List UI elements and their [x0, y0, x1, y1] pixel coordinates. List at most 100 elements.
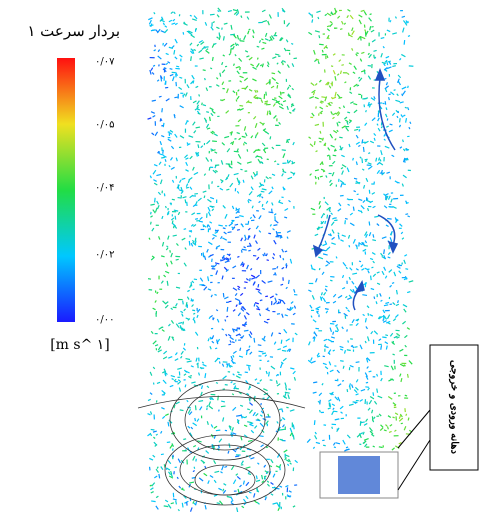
vector — [282, 350, 286, 351]
vector — [404, 426, 406, 430]
vector — [353, 239, 355, 243]
vector — [326, 261, 330, 264]
vector — [399, 271, 401, 274]
vector — [307, 439, 310, 443]
vector — [171, 320, 173, 323]
vector — [183, 439, 186, 440]
vector — [276, 380, 277, 383]
vector — [320, 131, 321, 134]
vector — [242, 249, 247, 250]
vector — [268, 21, 270, 25]
vector — [206, 451, 209, 454]
vector — [319, 201, 320, 204]
vector — [268, 281, 273, 282]
vector — [333, 70, 335, 74]
vector — [400, 102, 404, 103]
vector — [183, 94, 185, 96]
vector — [283, 258, 284, 260]
vector — [391, 366, 393, 370]
vector — [148, 118, 152, 119]
vector — [273, 474, 275, 478]
vector — [373, 261, 375, 263]
vector — [272, 78, 276, 81]
vector — [251, 430, 254, 433]
vector — [166, 63, 168, 64]
vector — [203, 191, 207, 192]
vector — [284, 48, 286, 51]
vector — [318, 257, 323, 259]
vector — [310, 305, 312, 308]
vector — [196, 201, 198, 205]
vector — [166, 99, 170, 101]
vector — [405, 395, 407, 396]
vector — [332, 161, 335, 164]
vector — [311, 83, 315, 86]
vector — [191, 427, 193, 429]
vector — [153, 431, 157, 432]
vector — [165, 206, 166, 208]
vector — [196, 127, 200, 128]
vector — [371, 331, 373, 334]
vector — [180, 311, 182, 312]
vector — [250, 278, 251, 281]
vector — [360, 59, 361, 62]
vector — [235, 224, 238, 225]
vector — [381, 126, 382, 128]
vector — [256, 275, 260, 278]
vector — [216, 248, 218, 249]
vector — [370, 396, 374, 398]
vector — [330, 183, 333, 186]
vector — [274, 214, 276, 215]
vector — [264, 103, 267, 104]
vector — [249, 191, 252, 195]
vector — [249, 366, 250, 370]
vector — [247, 102, 251, 103]
vector — [271, 332, 272, 336]
vector — [191, 56, 192, 61]
vector — [358, 145, 360, 146]
vector — [199, 478, 203, 481]
vector — [235, 43, 236, 46]
vector — [332, 411, 334, 415]
vector — [256, 226, 258, 229]
vector — [380, 159, 381, 161]
vector — [397, 94, 399, 96]
vector — [281, 363, 283, 368]
vector — [221, 236, 223, 239]
vector — [356, 379, 358, 382]
vector — [153, 116, 156, 118]
vector — [171, 503, 174, 504]
vector — [151, 492, 154, 493]
vector — [321, 292, 322, 295]
vector — [281, 104, 283, 106]
vector — [325, 265, 328, 267]
vector — [341, 183, 342, 187]
figure-canvas: بردار سرعت ۱ ۰/۰۷ ۰/۰۵ ۰/۰۴ ۰/۰۲ ۰/۰۰ [m… — [0, 0, 481, 512]
vector — [236, 13, 238, 16]
vector — [248, 473, 251, 474]
vector — [222, 276, 223, 280]
vector — [214, 480, 216, 483]
vector — [315, 333, 317, 337]
vector — [352, 345, 354, 348]
vector — [190, 195, 193, 197]
vector — [313, 382, 317, 383]
vector — [233, 351, 236, 353]
vector — [337, 327, 339, 331]
vector — [235, 54, 236, 56]
vector — [247, 149, 248, 151]
vector — [408, 36, 410, 37]
vector — [368, 408, 370, 410]
vector — [158, 346, 160, 350]
vector — [313, 447, 314, 449]
vector — [168, 336, 170, 340]
vector — [192, 477, 195, 478]
vector — [400, 374, 401, 377]
vector — [381, 38, 385, 39]
vector — [360, 400, 363, 402]
vector — [149, 458, 153, 460]
vector — [392, 155, 395, 157]
vector — [342, 275, 343, 278]
vector — [368, 76, 370, 80]
vector — [269, 191, 272, 194]
